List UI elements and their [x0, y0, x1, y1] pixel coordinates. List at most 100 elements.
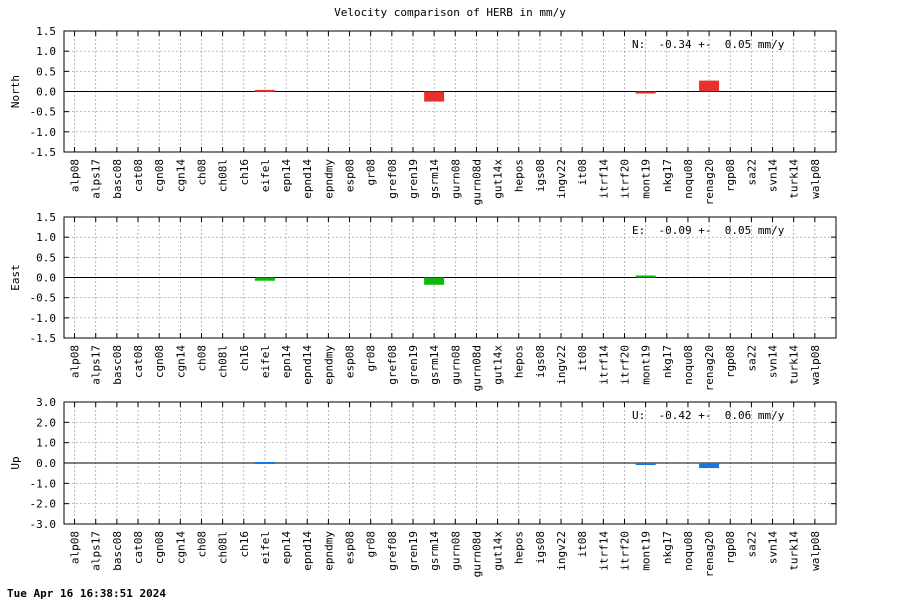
x-tick-label: sa22 [745, 159, 758, 186]
x-tick-label: turk14 [788, 159, 801, 199]
x-tick-label: hepos [513, 345, 526, 378]
x-tick-label: gut14x [492, 531, 505, 571]
x-tick-label: svn14 [767, 531, 780, 564]
x-tick-label: mont19 [640, 159, 653, 199]
x-tick-label: renag20 [703, 159, 716, 205]
x-tick-label: ingv22 [555, 345, 568, 385]
x-tick-label: svn14 [767, 159, 780, 192]
x-tick-label: epn14 [280, 345, 293, 378]
timestamp-footer: Tue Apr 16 16:38:51 2024 [7, 587, 166, 600]
x-tick-label: esp08 [344, 345, 357, 378]
x-tick-label: eifel [259, 345, 272, 378]
velocity-annotation: N: -0.34 +- 0.05 mm/y [632, 38, 785, 51]
x-tick-label: itrf14 [597, 159, 610, 199]
x-tick-label: sa22 [745, 345, 758, 372]
x-tick-label: svn14 [767, 345, 780, 378]
x-tick-label: ingv22 [555, 531, 568, 571]
bar-renag20 [699, 80, 720, 92]
x-tick-label: gurn08d [470, 531, 483, 577]
x-tick-label: noqu08 [682, 345, 695, 385]
x-tick-label: mont19 [640, 345, 653, 385]
x-tick-label: gurn08 [449, 345, 462, 385]
x-tick-label: gr08 [365, 159, 378, 186]
y-tick-label: 1.5 [36, 211, 56, 224]
x-tick-label: gr08 [365, 345, 378, 372]
x-tick-label: walp08 [809, 159, 822, 199]
x-tick-label: epndmy [322, 531, 335, 571]
bar-gsrm14 [424, 277, 445, 285]
x-tick-label: sa22 [745, 531, 758, 558]
x-tick-label: alp08 [69, 345, 82, 378]
x-tick-label: gurn08 [449, 159, 462, 199]
x-tick-label: rgp08 [724, 345, 737, 378]
chart-title: Velocity comparison of HERB in mm/y [334, 6, 566, 19]
x-tick-label: turk14 [788, 345, 801, 385]
x-tick-label: cgn08 [153, 531, 166, 564]
x-tick-label: nkg17 [661, 159, 674, 192]
x-tick-label: gurn08 [449, 531, 462, 571]
x-tick-label: ch08 [195, 345, 208, 372]
x-tick-label: epn14 [280, 159, 293, 192]
x-tick-label: epndmy [322, 159, 335, 199]
x-tick-label: cgn14 [174, 159, 187, 192]
y-tick-label: -1.0 [30, 126, 57, 139]
x-tick-label: noqu08 [682, 159, 695, 199]
x-tick-label: it08 [576, 159, 589, 186]
x-tick-label: hepos [513, 531, 526, 564]
bar-renag20 [699, 463, 720, 469]
y-tick-label: 0.0 [36, 86, 56, 99]
x-tick-label: ch08 [195, 159, 208, 186]
x-tick-label: rgp08 [724, 531, 737, 564]
x-tick-label: alp08 [69, 531, 82, 564]
y-tick-label: -1.0 [30, 312, 57, 325]
x-tick-label: gren19 [407, 345, 420, 385]
x-tick-label: turk14 [788, 531, 801, 571]
y-tick-label: -1.5 [30, 146, 57, 159]
x-tick-label: walp08 [809, 345, 822, 385]
bar-mont19 [635, 275, 656, 278]
x-tick-label: rgp08 [724, 159, 737, 192]
x-tick-label: mont19 [640, 531, 653, 571]
x-tick-label: igs08 [534, 531, 547, 564]
y-tick-label: -0.5 [30, 106, 57, 119]
x-tick-label: gsrm14 [428, 531, 441, 571]
x-tick-label: nkg17 [661, 345, 674, 378]
x-tick-label: gut14x [492, 159, 505, 199]
y-axis-label: East [9, 264, 22, 291]
x-tick-label: epnd14 [301, 345, 314, 385]
x-tick-label: epnd14 [301, 531, 314, 571]
bar-eifel [254, 461, 275, 464]
x-tick-label: igs08 [534, 159, 547, 192]
x-tick-label: itrf20 [618, 345, 631, 385]
y-tick-label: -2.0 [30, 498, 57, 511]
x-tick-label: gsrm14 [428, 345, 441, 385]
y-tick-label: 1.0 [36, 231, 56, 244]
bar-eifel [254, 89, 275, 92]
velocity-annotation: U: -0.42 +- 0.06 mm/y [632, 409, 785, 422]
x-tick-label: gsrm14 [428, 159, 441, 199]
plot-frame [63, 30, 837, 153]
bar-eifel [254, 277, 275, 281]
x-tick-label: cgn08 [153, 159, 166, 192]
y-axis-label: North [9, 75, 22, 108]
y-tick-label: 2.0 [36, 416, 56, 429]
x-tick-label: ch16 [238, 531, 251, 558]
x-tick-label: gref08 [386, 345, 399, 385]
x-tick-label: ch16 [238, 159, 251, 186]
x-tick-label: ch08 [195, 531, 208, 558]
bar-mont19 [635, 91, 656, 94]
bar-gsrm14 [424, 91, 445, 102]
x-tick-label: cat08 [132, 531, 145, 564]
x-tick-label: gut14x [492, 345, 505, 385]
x-tick-label: cat08 [132, 345, 145, 378]
y-axis-label: Up [9, 456, 22, 469]
x-tick-label: alps17 [90, 345, 103, 385]
y-tick-label: -0.5 [30, 292, 57, 305]
y-tick-label: 0.0 [36, 457, 56, 470]
x-tick-label: alps17 [90, 531, 103, 571]
x-tick-label: renag20 [703, 531, 716, 577]
x-tick-label: cgn14 [174, 345, 187, 378]
x-tick-label: itrf20 [618, 531, 631, 571]
x-tick-label: epn14 [280, 531, 293, 564]
x-tick-label: gr08 [365, 531, 378, 558]
